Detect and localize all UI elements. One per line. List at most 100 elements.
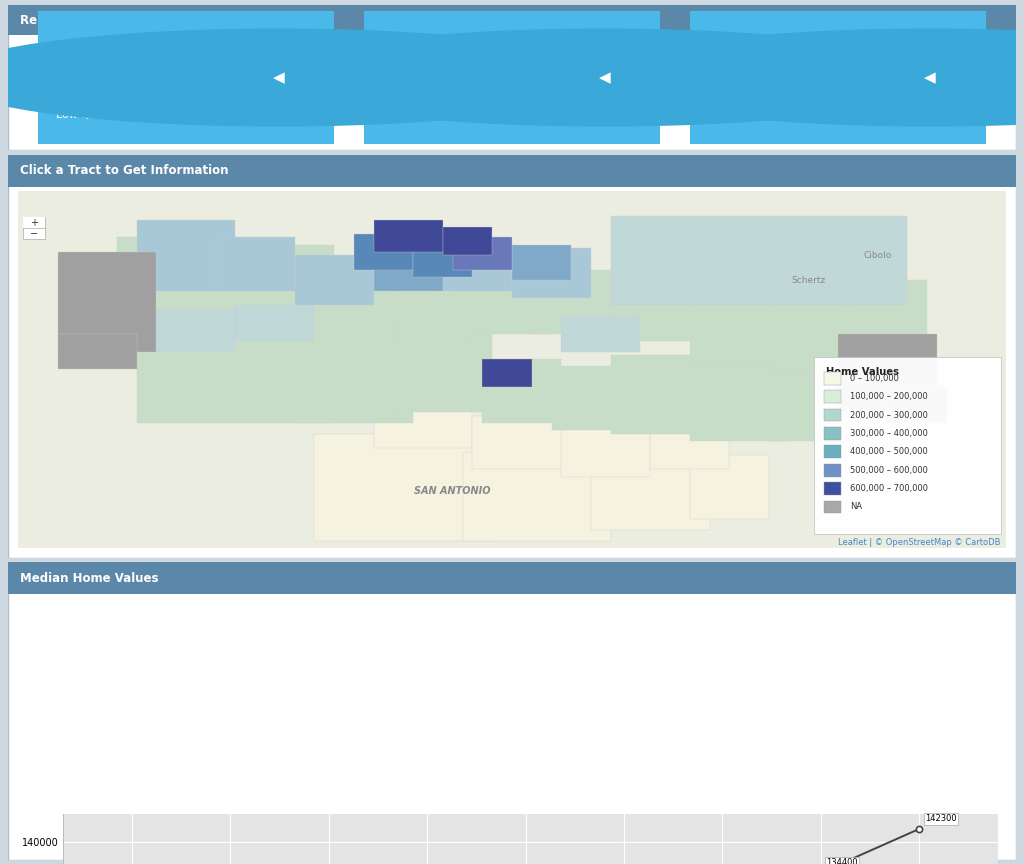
FancyBboxPatch shape [57, 251, 157, 352]
FancyBboxPatch shape [8, 5, 1016, 150]
Text: 200,000 – 300,000: 200,000 – 300,000 [850, 410, 928, 420]
Text: SAN ANTONIO: SAN ANTONIO [415, 486, 490, 496]
FancyBboxPatch shape [57, 334, 136, 370]
Text: Click a Tract to Get Information: Click a Tract to Get Information [20, 164, 228, 177]
Text: ◀: ◀ [272, 70, 285, 85]
FancyBboxPatch shape [610, 276, 710, 341]
Text: $86,200: $86,200 [56, 44, 145, 63]
FancyBboxPatch shape [295, 316, 414, 423]
Text: ◀: ◀ [598, 70, 610, 85]
FancyBboxPatch shape [482, 359, 561, 423]
FancyBboxPatch shape [314, 263, 414, 327]
FancyBboxPatch shape [482, 359, 531, 387]
Text: −: − [30, 229, 38, 238]
FancyBboxPatch shape [365, 11, 659, 144]
FancyBboxPatch shape [472, 416, 571, 469]
FancyBboxPatch shape [136, 219, 236, 291]
FancyBboxPatch shape [690, 291, 788, 362]
FancyBboxPatch shape [561, 316, 640, 352]
FancyBboxPatch shape [8, 562, 1016, 860]
FancyBboxPatch shape [690, 455, 769, 519]
FancyBboxPatch shape [561, 423, 650, 477]
FancyBboxPatch shape [433, 241, 512, 291]
FancyBboxPatch shape [24, 217, 45, 239]
FancyBboxPatch shape [824, 427, 841, 440]
Text: 500,000 – 600,000: 500,000 – 600,000 [850, 466, 928, 474]
Text: Home Values: Home Values [826, 366, 899, 377]
FancyBboxPatch shape [8, 155, 1016, 187]
Text: 134400: 134400 [826, 858, 858, 864]
Text: Medium Quartile: Medium Quartile [382, 110, 475, 120]
FancyBboxPatch shape [453, 238, 512, 270]
FancyBboxPatch shape [354, 234, 414, 270]
Text: $222,900: $222,900 [709, 44, 810, 63]
FancyBboxPatch shape [690, 11, 986, 144]
FancyBboxPatch shape [8, 562, 1016, 594]
FancyBboxPatch shape [552, 366, 631, 430]
FancyBboxPatch shape [591, 452, 710, 530]
FancyBboxPatch shape [824, 464, 841, 477]
FancyBboxPatch shape [824, 445, 841, 458]
FancyBboxPatch shape [610, 216, 907, 305]
Text: 400,000 – 500,000: 400,000 – 500,000 [850, 448, 928, 456]
FancyBboxPatch shape [8, 5, 1016, 35]
Text: 142300: 142300 [925, 815, 956, 823]
FancyBboxPatch shape [824, 482, 841, 495]
Text: High Quartile: High Quartile [709, 110, 782, 120]
FancyBboxPatch shape [374, 384, 472, 448]
Text: +: + [31, 218, 38, 228]
FancyBboxPatch shape [610, 355, 710, 434]
FancyBboxPatch shape [442, 226, 493, 255]
FancyBboxPatch shape [848, 280, 927, 352]
FancyBboxPatch shape [374, 248, 442, 291]
FancyBboxPatch shape [374, 219, 442, 251]
Circle shape [268, 29, 941, 126]
FancyBboxPatch shape [512, 248, 591, 298]
Text: Median Home Values: Median Home Values [20, 571, 159, 585]
FancyBboxPatch shape [295, 255, 374, 305]
FancyBboxPatch shape [463, 452, 610, 541]
Circle shape [594, 29, 1024, 126]
Text: Low Quartile: Low Quartile [56, 110, 127, 120]
FancyBboxPatch shape [24, 217, 45, 228]
Text: 300,000 – 400,000: 300,000 – 400,000 [850, 429, 928, 438]
FancyBboxPatch shape [117, 238, 236, 316]
Text: ◀: ◀ [925, 70, 936, 85]
FancyBboxPatch shape [650, 419, 729, 469]
FancyBboxPatch shape [393, 288, 472, 341]
FancyBboxPatch shape [838, 334, 937, 412]
Text: 600,000 – 700,000: 600,000 – 700,000 [850, 484, 928, 493]
Text: 100,000 – 200,000: 100,000 – 200,000 [850, 392, 928, 401]
FancyBboxPatch shape [136, 298, 334, 423]
FancyBboxPatch shape [531, 270, 631, 334]
FancyBboxPatch shape [824, 500, 841, 513]
FancyBboxPatch shape [453, 280, 552, 334]
FancyBboxPatch shape [824, 372, 841, 384]
FancyBboxPatch shape [814, 357, 1000, 534]
FancyBboxPatch shape [690, 362, 788, 441]
Text: Cibolo: Cibolo [863, 251, 892, 260]
FancyBboxPatch shape [314, 434, 493, 541]
FancyBboxPatch shape [769, 370, 848, 441]
FancyBboxPatch shape [236, 305, 314, 341]
FancyBboxPatch shape [38, 11, 334, 144]
FancyBboxPatch shape [512, 245, 571, 280]
FancyBboxPatch shape [769, 291, 867, 370]
FancyBboxPatch shape [8, 155, 1016, 558]
FancyBboxPatch shape [216, 238, 295, 291]
Text: $142,300: $142,300 [382, 44, 484, 63]
FancyBboxPatch shape [824, 409, 841, 422]
FancyBboxPatch shape [18, 191, 1006, 548]
FancyBboxPatch shape [157, 308, 236, 352]
FancyBboxPatch shape [867, 359, 927, 423]
Text: Leaflet | © OpenStreetMap © CartoDB: Leaflet | © OpenStreetMap © CartoDB [839, 537, 1000, 547]
FancyBboxPatch shape [824, 391, 841, 403]
Text: Rent Quartiles: Rent Quartiles [20, 14, 116, 27]
FancyBboxPatch shape [393, 334, 493, 412]
FancyBboxPatch shape [216, 245, 334, 316]
Text: 0 – 100,000: 0 – 100,000 [850, 374, 898, 383]
Text: Schertz: Schertz [792, 276, 825, 285]
Circle shape [0, 29, 614, 126]
FancyBboxPatch shape [888, 387, 946, 423]
FancyBboxPatch shape [414, 241, 472, 276]
